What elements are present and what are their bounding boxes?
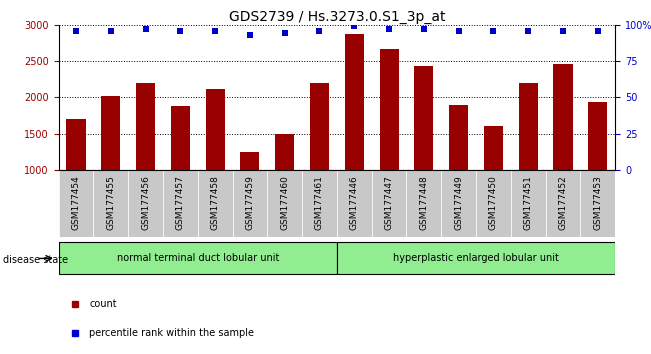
- Point: [245, 32, 255, 38]
- Bar: [441, 170, 476, 237]
- Bar: [198, 170, 232, 237]
- Point: [105, 28, 116, 33]
- Bar: [101, 96, 120, 170]
- Bar: [476, 170, 511, 237]
- Bar: [275, 133, 294, 170]
- Point: [558, 28, 568, 33]
- Bar: [511, 170, 546, 237]
- Bar: [59, 242, 337, 274]
- Point: [592, 28, 603, 33]
- Text: normal terminal duct lobular unit: normal terminal duct lobular unit: [117, 253, 279, 263]
- Bar: [414, 66, 434, 170]
- Bar: [128, 170, 163, 237]
- Bar: [59, 170, 93, 237]
- Text: GSM177456: GSM177456: [141, 175, 150, 230]
- Text: GSM177457: GSM177457: [176, 175, 185, 230]
- Point: [454, 28, 464, 33]
- Point: [314, 28, 325, 33]
- Text: GSM177458: GSM177458: [211, 175, 219, 230]
- Point: [384, 26, 395, 32]
- Bar: [589, 102, 607, 170]
- Point: [141, 26, 151, 32]
- Text: GSM177448: GSM177448: [419, 175, 428, 230]
- Bar: [268, 170, 302, 237]
- Bar: [206, 88, 225, 170]
- Text: GSM177447: GSM177447: [385, 175, 394, 230]
- Bar: [302, 170, 337, 237]
- Text: GSM177459: GSM177459: [245, 175, 255, 230]
- Bar: [240, 152, 260, 170]
- Point: [349, 23, 359, 29]
- Point: [71, 28, 81, 33]
- Point: [419, 26, 429, 32]
- Bar: [163, 170, 198, 237]
- Bar: [581, 170, 615, 237]
- Text: GSM177455: GSM177455: [106, 175, 115, 230]
- Bar: [337, 242, 615, 274]
- Title: GDS2739 / Hs.3273.0.S1_3p_at: GDS2739 / Hs.3273.0.S1_3p_at: [229, 10, 445, 24]
- Bar: [310, 83, 329, 170]
- Point: [210, 28, 220, 33]
- Bar: [66, 119, 85, 170]
- Bar: [449, 105, 468, 170]
- Text: disease state: disease state: [3, 255, 68, 265]
- Text: GSM177460: GSM177460: [280, 175, 289, 230]
- Text: GSM177452: GSM177452: [559, 175, 568, 230]
- Text: hyperplastic enlarged lobular unit: hyperplastic enlarged lobular unit: [393, 253, 559, 263]
- Text: GSM177446: GSM177446: [350, 175, 359, 230]
- Bar: [232, 170, 268, 237]
- Bar: [345, 34, 364, 170]
- Bar: [93, 170, 128, 237]
- Text: GSM177450: GSM177450: [489, 175, 498, 230]
- Bar: [484, 126, 503, 170]
- Bar: [406, 170, 441, 237]
- Text: GSM177449: GSM177449: [454, 175, 463, 230]
- Bar: [136, 83, 155, 170]
- Point: [279, 31, 290, 36]
- Bar: [519, 83, 538, 170]
- Text: GSM177453: GSM177453: [593, 175, 602, 230]
- Bar: [546, 170, 581, 237]
- Bar: [553, 64, 573, 170]
- Text: GSM177454: GSM177454: [72, 175, 81, 230]
- Point: [175, 28, 186, 33]
- Text: percentile rank within the sample: percentile rank within the sample: [89, 328, 254, 338]
- Text: GSM177461: GSM177461: [315, 175, 324, 230]
- Point: [488, 28, 499, 33]
- Bar: [171, 106, 190, 170]
- Bar: [380, 49, 398, 170]
- Text: GSM177451: GSM177451: [523, 175, 533, 230]
- Bar: [372, 170, 406, 237]
- Bar: [337, 170, 372, 237]
- Point: [523, 28, 533, 33]
- Text: count: count: [89, 299, 117, 309]
